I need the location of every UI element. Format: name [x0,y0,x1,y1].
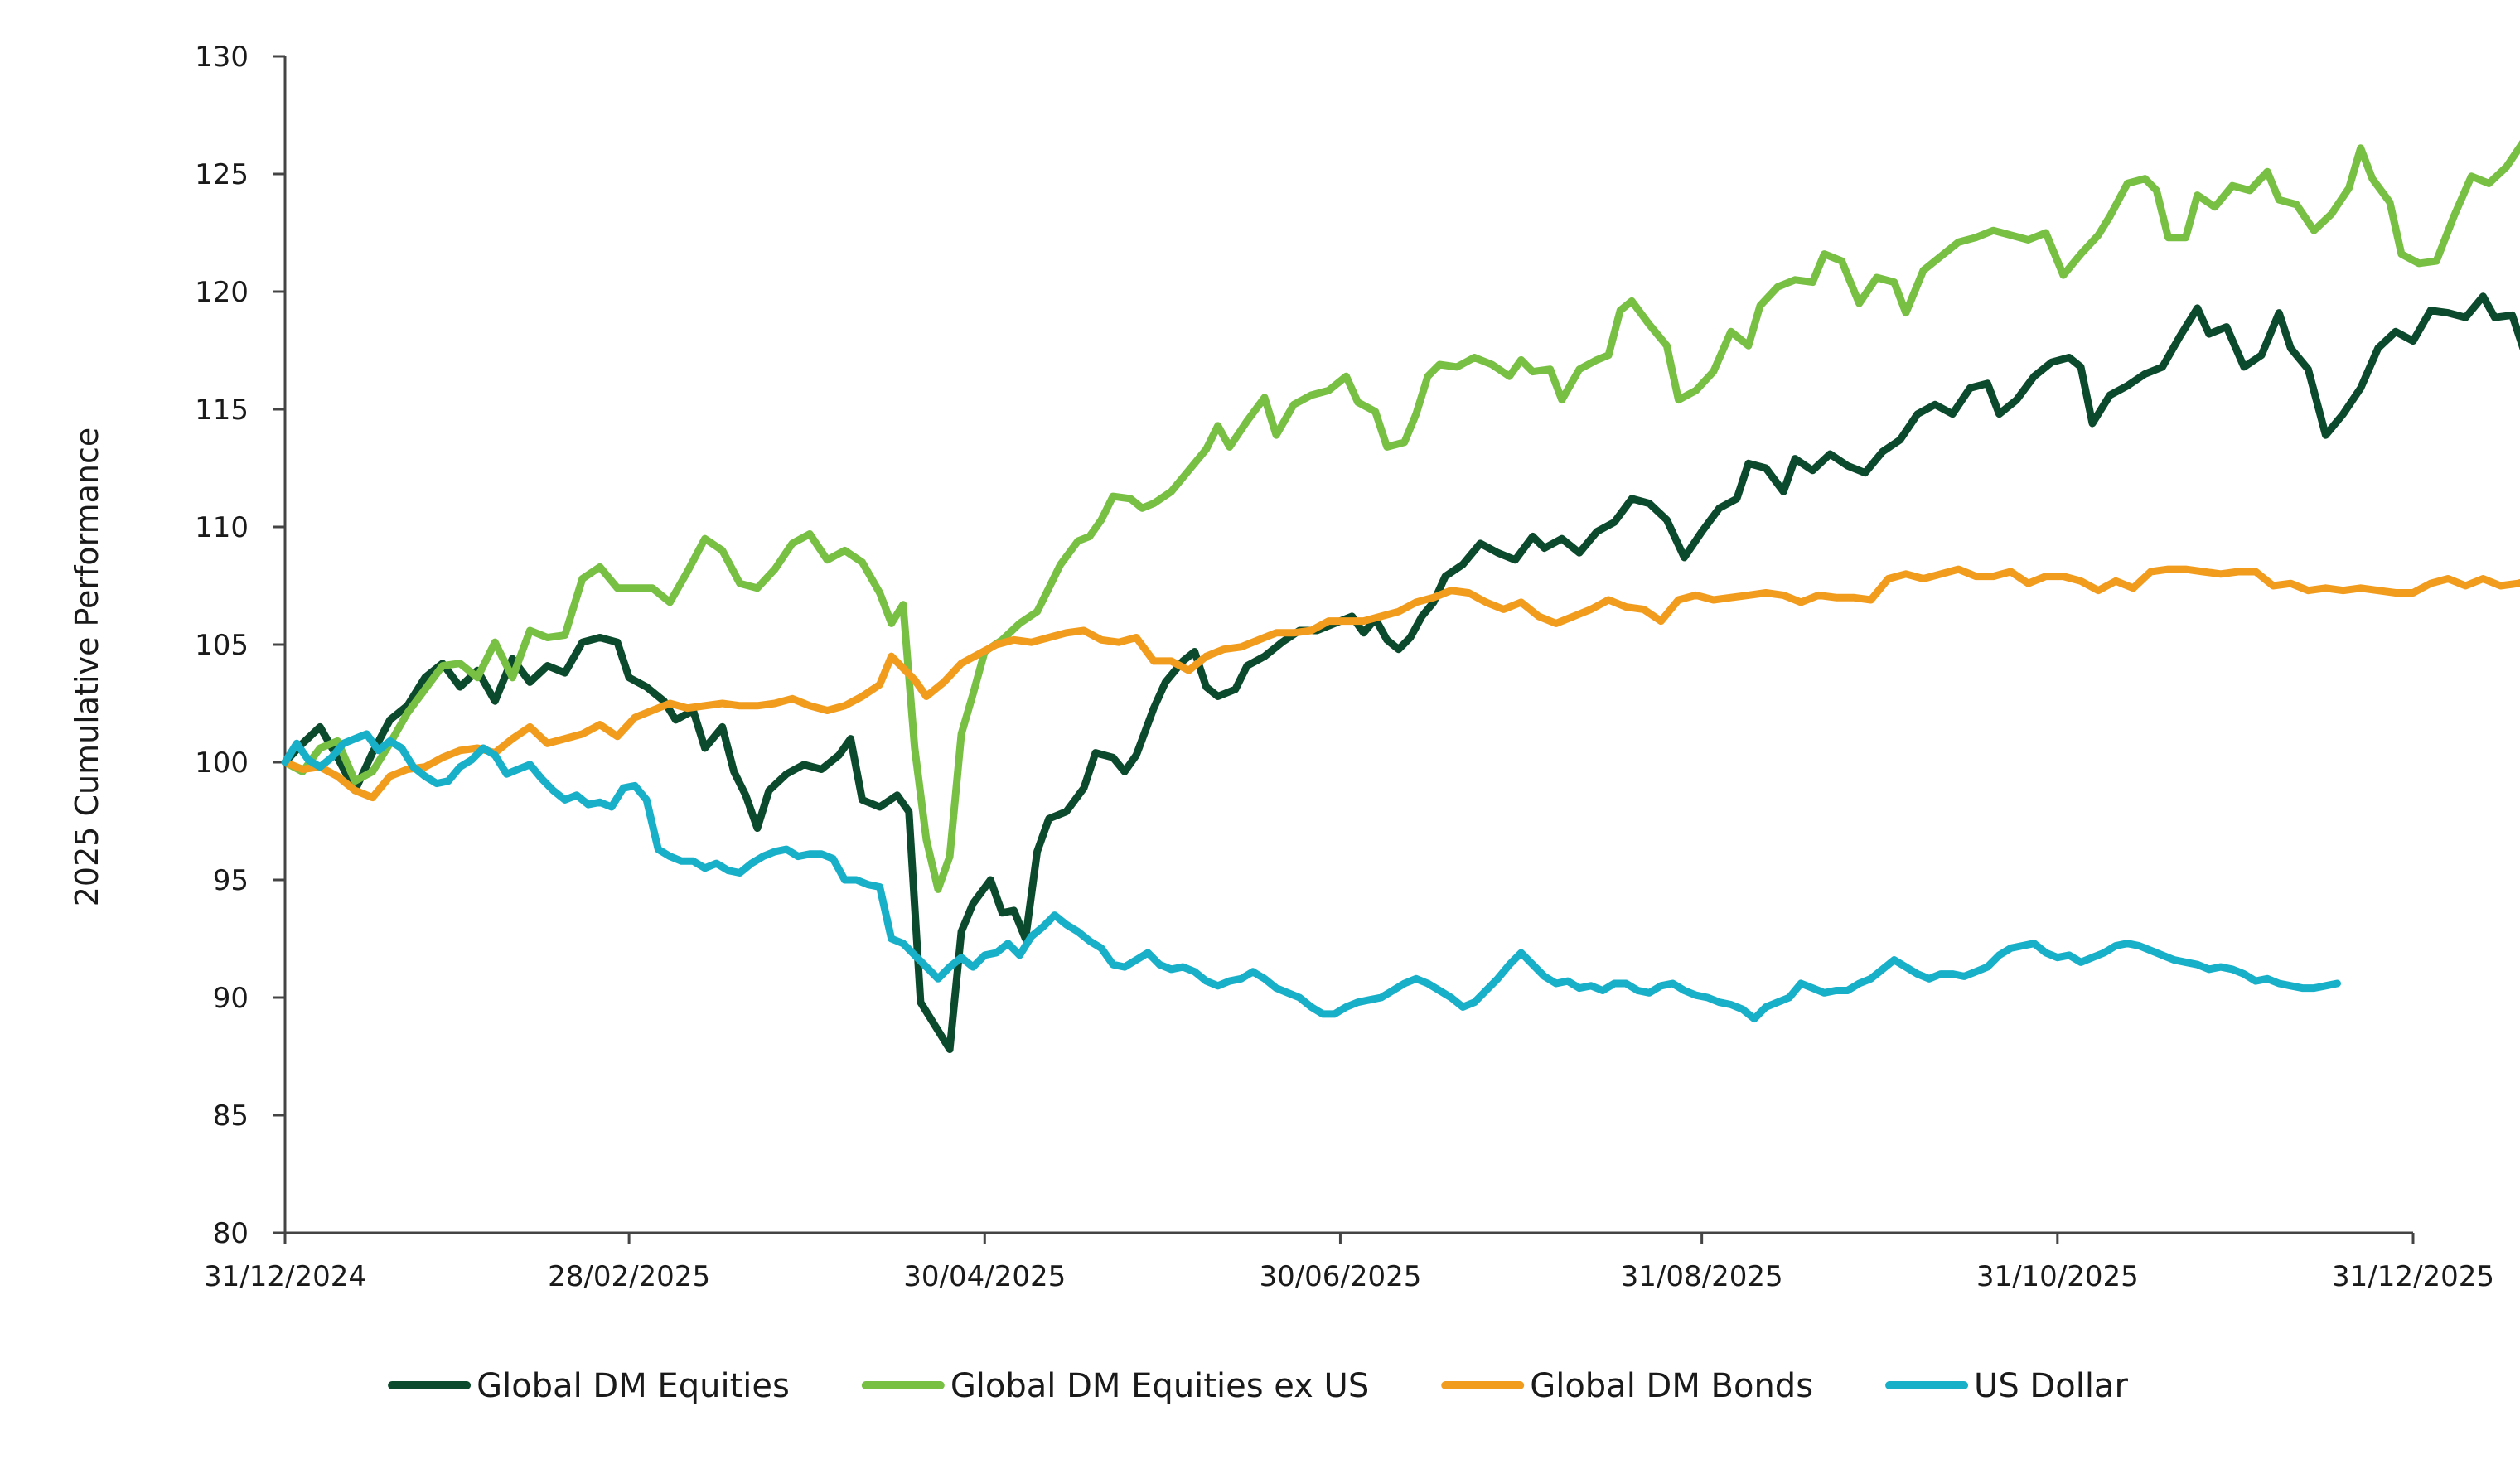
y-axis-title: 2025 Cumulative Performance [69,428,105,907]
legend: Global DM Equities Global DM Equities ex … [388,1367,2128,1405]
x-tick-label: 31/10/2025 [1976,1260,2139,1293]
x-tick-label: 30/04/2025 [903,1260,1066,1293]
x-tick-label: 30/06/2025 [1259,1260,1421,1293]
y-tick-label: 125 [195,158,249,191]
y-tick-label: 85 [213,1099,249,1133]
x-tick-label: 28/02/2025 [548,1260,710,1293]
y-tick-label: 95 [213,864,249,897]
series-line-global-dm-bonds [281,565,2520,802]
series-line-global-dm-equities-ex-us [281,140,2520,893]
legend-label: US Dollar [1974,1367,2128,1405]
y-tick-label: 105 [195,629,249,662]
y-tick-label: 110 [195,511,249,544]
x-tick-label: 31/12/2024 [204,1260,366,1293]
y-tick-label: 115 [195,394,249,427]
series-line-us-dollar [281,730,2341,1023]
legend-label: Global DM Equities [476,1367,790,1405]
y-tick-label: 120 [195,276,249,309]
x-tick-label: 31/08/2025 [1621,1260,1783,1293]
x-tick-label: 31/12/2025 [2332,1260,2494,1293]
legend-label: Global DM Bonds [1530,1367,1813,1405]
y-tick-label: 90 [213,982,249,1015]
series-lines [281,140,2520,1053]
axes: 80 85 90 95 100 105 110 115 120 125 130 31/12/2024 2… [195,41,2494,1293]
y-tick-label: 80 [213,1217,249,1250]
legend-label: Global DM Equities ex US [950,1367,1369,1405]
series-line-global-dm-equities [281,292,2520,1053]
y-tick-label: 100 [195,746,249,780]
y-tick-label: 130 [195,41,249,74]
